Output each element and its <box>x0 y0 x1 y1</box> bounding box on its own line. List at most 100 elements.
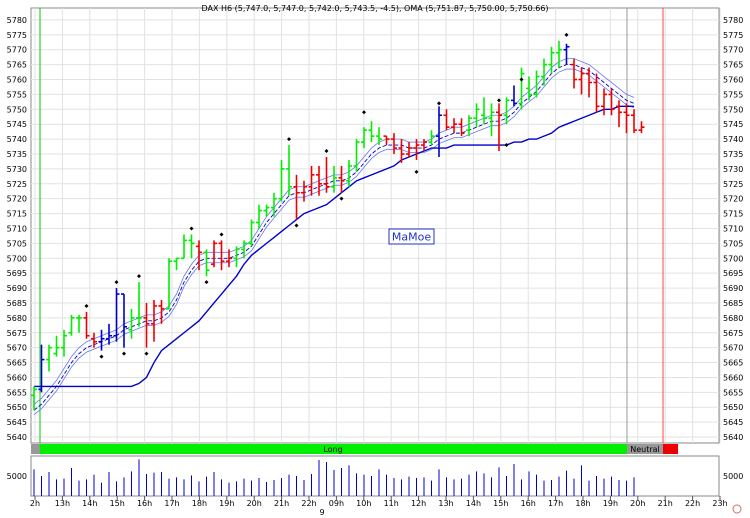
x-tick-label: 10h <box>356 499 371 508</box>
y-tick-label-left: 5680 <box>7 314 27 323</box>
y-tick-label-right: 5670 <box>723 344 743 353</box>
y-tick-label-right: 5665 <box>723 359 743 368</box>
band-long-label: Long <box>323 445 342 454</box>
signal-diamond <box>497 98 501 103</box>
signal-diamond <box>114 280 119 285</box>
corner-icon[interactable] <box>732 504 742 514</box>
signal-diamond <box>219 232 224 237</box>
y-tick-label-right: 5730 <box>723 165 743 174</box>
x-tick-label: 20h <box>247 499 262 508</box>
x-tick-label: 13h <box>438 499 453 508</box>
y-tick-label-left: 5640 <box>7 433 27 442</box>
x-tick-label: 21h <box>274 499 289 508</box>
y-tick-label-left: 5725 <box>7 180 27 189</box>
signal-diamond <box>564 32 569 37</box>
y-tick-label-right: 5705 <box>723 239 743 248</box>
y-tick-label-right: 5640 <box>723 433 743 442</box>
y-tick-label-left: 5685 <box>7 299 27 308</box>
y-tick-label-right: 5660 <box>723 373 743 382</box>
price-bars <box>31 40 645 411</box>
band-short <box>663 444 678 454</box>
band-long <box>40 444 627 454</box>
y-tick-label-left: 5650 <box>7 403 27 412</box>
y-tick-label-left: 5755 <box>7 90 27 99</box>
x-tick-label: 2h <box>30 499 40 508</box>
y-tick-label-left: 5700 <box>7 254 27 263</box>
y-tick-label-left: 5705 <box>7 239 27 248</box>
x-tick-label: 09h <box>329 499 344 508</box>
x-tick-label: 18h <box>575 499 590 508</box>
x-sublabel: 9 <box>319 508 324 517</box>
y-tick-label-right: 5755 <box>723 90 743 99</box>
signal-diamond <box>294 223 299 228</box>
y-tick-label-right: 5720 <box>723 195 743 204</box>
y-tick-label-right: 5655 <box>723 388 743 397</box>
x-tick-label: 18h <box>192 499 207 508</box>
y-tick-label-left: 5695 <box>7 269 27 278</box>
y-tick-label-left: 5780 <box>7 16 27 25</box>
signal-diamond <box>122 351 126 356</box>
band-neutral-label: Neutral <box>630 445 660 454</box>
y-tick-label-right: 5650 <box>723 403 743 412</box>
y-tick-label-left: 5670 <box>7 344 27 353</box>
y-tick-label-left: 5665 <box>7 359 27 368</box>
y-tick-label-left: 5675 <box>7 329 27 338</box>
y-tick-label-right: 5675 <box>723 329 743 338</box>
x-tick-label: 21h <box>658 499 673 508</box>
x-tick-label: 14h <box>82 499 97 508</box>
watermark-text: MaMoe <box>392 231 431 244</box>
signal-diamond <box>99 354 104 359</box>
signal-diamond <box>84 303 89 308</box>
y-tick-label-left: 5760 <box>7 76 27 85</box>
y-tick-label-left: 5775 <box>7 31 27 40</box>
signal-diamond <box>144 351 149 356</box>
y-tick-label-left: 5690 <box>7 284 27 293</box>
y-tick-label-left: 5715 <box>7 210 27 219</box>
watermark-box <box>388 228 435 245</box>
signal-markers <box>84 32 569 359</box>
y-tick-label-left: 5720 <box>7 195 27 204</box>
ma-fast-line <box>33 64 635 411</box>
y-tick-label-right: 5645 <box>723 418 743 427</box>
y-axis-right: 5640 5645 5650 5655 5660 5665 5670 5675 5680 5685… <box>723 16 743 442</box>
band-pre <box>31 444 40 454</box>
y-tick-label-left: 5740 <box>7 135 27 144</box>
volume-tick-left: 5000 <box>7 472 27 481</box>
signal-diamond <box>414 169 419 174</box>
y-tick-label-right: 5735 <box>723 150 743 159</box>
signal-diamond <box>204 280 209 285</box>
y-tick-label-left: 5660 <box>7 373 27 382</box>
y-tick-label-right: 5780 <box>723 16 743 25</box>
y-tick-label-left: 5770 <box>7 46 27 55</box>
y-tick-label-left: 5765 <box>7 61 27 70</box>
x-tick-label: 14h <box>466 499 481 508</box>
y-tick-label-right: 5680 <box>723 314 743 323</box>
signal-diamond <box>504 143 509 148</box>
signal-diamond <box>287 137 291 142</box>
y-tick-label-left: 5645 <box>7 418 27 427</box>
volume-panel-frame <box>30 455 720 497</box>
y-tick-label-left: 5730 <box>7 165 27 174</box>
y-tick-label-left: 5710 <box>7 224 27 233</box>
signal-diamond <box>437 101 441 106</box>
signal-diamond <box>339 196 344 201</box>
y-tick-label-right: 5725 <box>723 180 743 189</box>
y-tick-label-right: 5745 <box>723 120 743 129</box>
volume-bars <box>33 459 635 496</box>
y-tick-label-right: 5700 <box>723 254 743 263</box>
x-tick-label: 19h <box>219 499 234 508</box>
band-neutral <box>627 444 663 454</box>
y-tick-label-right: 5775 <box>723 31 743 40</box>
chart-title: DAX H6 (5,747.0, 5,747.0, 5,742.0, 5,743… <box>201 4 548 13</box>
x-tick-label: 13h <box>55 499 70 508</box>
signal-diamond <box>189 226 194 231</box>
y-tick-label-right: 5740 <box>723 135 743 144</box>
y-tick-label-right: 5760 <box>723 76 743 85</box>
x-tick-label: 17h <box>548 499 563 508</box>
signal-diamond <box>324 149 329 154</box>
x-tick-label: 17h <box>164 499 179 508</box>
y-tick-label-right: 5715 <box>723 210 743 219</box>
y-tick-label-right: 5765 <box>723 61 743 70</box>
x-tick-label: 20h <box>630 499 645 508</box>
